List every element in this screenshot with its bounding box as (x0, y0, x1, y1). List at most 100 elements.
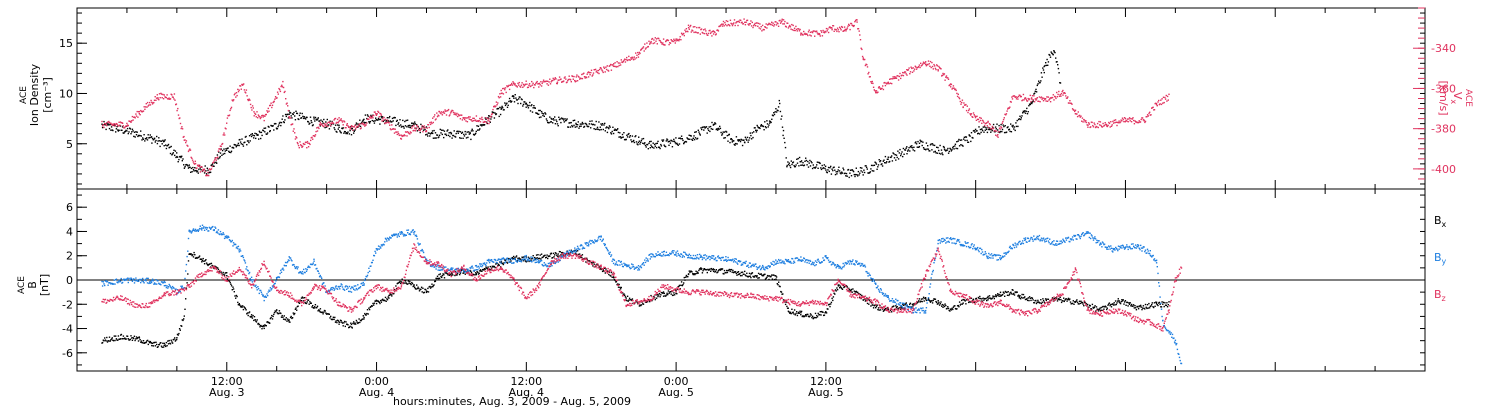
bx-point (1114, 304, 1116, 306)
density-point (599, 126, 601, 128)
velocity-point (551, 79, 554, 82)
bx-point (425, 291, 428, 294)
bx-point (896, 306, 898, 308)
bx-point (120, 333, 123, 336)
velocity-point (873, 89, 875, 91)
density-point (1013, 126, 1016, 128)
bx-point (347, 324, 349, 326)
velocity-point (753, 24, 755, 27)
velocity-point (826, 30, 828, 32)
density-point (163, 145, 165, 147)
density-point (524, 101, 526, 103)
bx-point (1012, 293, 1014, 295)
density-point (814, 167, 816, 169)
velocity-point (698, 26, 701, 29)
density-point (1001, 130, 1003, 133)
velocity-point (263, 114, 265, 117)
velocity-point (299, 141, 301, 143)
density-point (744, 136, 747, 138)
density-point (264, 131, 266, 133)
bx-point (646, 301, 649, 303)
velocity-point (810, 35, 812, 37)
density-point (792, 161, 795, 163)
bx-point (684, 279, 686, 281)
density-point (1034, 90, 1036, 93)
bx-point (1010, 291, 1012, 293)
bx-point (125, 338, 127, 340)
density-point (438, 136, 440, 138)
bx-point (362, 315, 364, 317)
bx-point (338, 321, 340, 323)
velocity-point (931, 61, 933, 64)
density-point (723, 137, 725, 139)
density-point (263, 127, 265, 129)
velocity-point (1130, 121, 1133, 123)
density-point (544, 112, 546, 114)
density-point (710, 128, 712, 130)
bx-point (254, 319, 256, 321)
bx-point (193, 251, 195, 254)
velocity-point (624, 61, 627, 63)
density-point (502, 107, 504, 109)
bx-point (436, 275, 439, 277)
bx-point (544, 254, 546, 256)
velocity-point (365, 124, 367, 126)
velocity-point (619, 62, 621, 64)
density-point (527, 105, 529, 107)
bx-point (1058, 298, 1060, 300)
velocity-point (221, 142, 224, 145)
density-point (822, 167, 825, 169)
bx-point (739, 275, 742, 277)
velocity-point (1002, 118, 1005, 121)
density-point (273, 129, 275, 131)
velocity-point (688, 28, 690, 30)
velocity-point (1100, 124, 1102, 127)
bx-point (904, 304, 906, 306)
density-point (546, 119, 548, 122)
density-point (497, 107, 500, 110)
bx-point (223, 274, 226, 276)
density-point (954, 145, 956, 147)
density-point (887, 156, 889, 158)
bx-point (546, 254, 548, 256)
density-point (130, 133, 132, 135)
density-point (440, 132, 442, 134)
density-point (311, 121, 313, 124)
velocity-point (558, 79, 560, 81)
velocity-point (726, 25, 728, 27)
density-point (1040, 72, 1043, 74)
bx-point (375, 299, 378, 301)
bx-point (618, 283, 620, 286)
density-point (377, 119, 379, 121)
bx-point (344, 325, 346, 328)
density-point (126, 127, 129, 130)
bx-point (640, 304, 643, 306)
velocity-point (597, 72, 599, 74)
density-point (847, 168, 850, 171)
bx-point (859, 293, 862, 296)
bx-point (922, 296, 925, 298)
velocity-point (1024, 97, 1027, 99)
bx-point (184, 308, 186, 310)
density-point (1031, 102, 1033, 105)
density-point (125, 129, 127, 132)
bx-point (986, 299, 988, 302)
bx-point (320, 311, 322, 313)
velocity-point (724, 22, 726, 24)
velocity-point (395, 131, 398, 133)
density-point (1020, 117, 1022, 119)
bx-point (550, 252, 552, 255)
velocity-point (368, 116, 371, 118)
velocity-point (1088, 123, 1091, 125)
density-point (725, 131, 728, 133)
velocity-point (115, 122, 118, 125)
by-point (149, 282, 151, 284)
density-point (556, 123, 559, 125)
velocity-point (282, 80, 284, 83)
density-point (257, 134, 259, 136)
density-point (181, 155, 183, 157)
density-point (240, 143, 242, 145)
velocity-point (184, 139, 186, 141)
density-point (559, 118, 561, 120)
density-point (426, 133, 428, 136)
